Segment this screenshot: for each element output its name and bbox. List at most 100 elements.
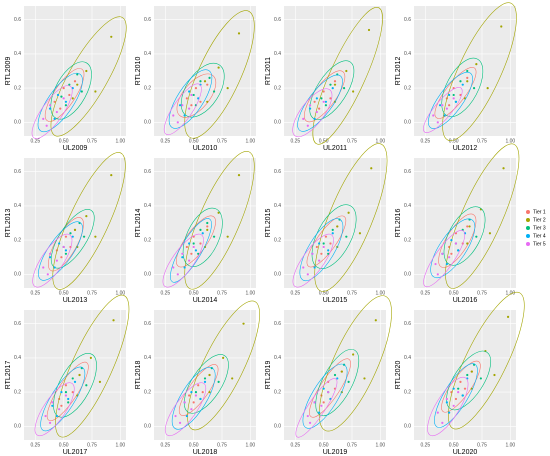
y-tick-label: 0.6: [14, 321, 21, 327]
point: [488, 232, 492, 235]
point: [315, 245, 318, 249]
point: [201, 391, 204, 394]
point: [197, 252, 200, 255]
confidence-ellipse: [443, 206, 486, 266]
panel: 0.25 0.50 0.75 1.00 0.0 0.2 0.4 0.6 UL2010 RTL201…: [135, 6, 256, 152]
point: [320, 252, 323, 255]
confidence-ellipse: [184, 10, 255, 139]
confidence-ellipse: [52, 152, 126, 290]
x-tick-label: 0.25: [290, 442, 300, 448]
point: [199, 80, 202, 83]
confidence-ellipse: [445, 143, 520, 289]
point: [445, 401, 448, 404]
point: [60, 404, 63, 407]
point: [363, 377, 366, 380]
point: [172, 266, 175, 269]
y-tick-label: 0.6: [274, 17, 281, 23]
y-tick-label: 0.4: [274, 51, 281, 57]
point: [358, 232, 362, 235]
point: [62, 245, 65, 249]
y-tick-label: 0.2: [274, 85, 281, 91]
y-axis-title: RTL2009: [5, 57, 12, 86]
y-tick-label: 0.0: [14, 120, 21, 126]
point: [445, 107, 448, 110]
x-tick-label: 1.00: [375, 442, 385, 448]
point: [302, 117, 305, 120]
point: [450, 239, 453, 242]
legend-swatch: [526, 234, 530, 238]
x-tick-label: 1.00: [245, 442, 255, 448]
x-tick-label: 0.50: [319, 138, 329, 144]
confidence-ellipse: [40, 366, 86, 432]
y-tick-label: 0.2: [274, 389, 281, 395]
point: [374, 319, 377, 322]
plot-background: [414, 158, 516, 288]
point: [313, 100, 316, 103]
point: [452, 93, 455, 97]
point: [472, 87, 476, 90]
point: [112, 319, 115, 322]
x-tick-label: 0.50: [449, 138, 459, 144]
y-tick-label: 0.2: [404, 389, 411, 395]
y-tick-label: 0.6: [274, 169, 281, 175]
point: [185, 245, 188, 249]
point: [185, 97, 188, 100]
point: [448, 256, 451, 259]
legend-label: Tier 3: [533, 225, 546, 231]
point: [331, 228, 334, 231]
point: [45, 124, 48, 127]
point: [443, 114, 446, 117]
x-tick-label: 0.50: [59, 138, 69, 144]
point: [94, 90, 97, 93]
point: [329, 83, 332, 86]
x-tick-label: 0.75: [477, 290, 487, 296]
x-axis-title: UL2011: [323, 145, 347, 152]
y-axis-title: RTL2017: [5, 361, 12, 390]
confidence-ellipse: [176, 73, 217, 118]
point: [199, 83, 202, 86]
point: [178, 104, 182, 107]
x-axis-title: UL2014: [193, 297, 218, 304]
point: [188, 107, 191, 110]
point: [479, 377, 482, 380]
point: [345, 235, 348, 238]
point: [201, 232, 204, 235]
y-tick-label: 0.6: [404, 17, 411, 23]
y-tick-label: 0.4: [404, 51, 411, 57]
point: [457, 387, 460, 390]
point: [217, 66, 220, 69]
x-tick-label: 0.75: [217, 290, 227, 296]
point: [188, 394, 191, 397]
point: [53, 117, 56, 120]
point: [345, 69, 348, 73]
x-tick-label: 0.50: [319, 290, 329, 296]
y-axis-title: RTL2015: [265, 209, 272, 238]
y-tick-label: 0.2: [14, 85, 21, 91]
point: [308, 421, 312, 424]
point: [450, 252, 453, 255]
x-axis-title: UL2020: [453, 449, 478, 456]
point: [194, 394, 198, 397]
point: [466, 225, 469, 228]
y-tick-label: 0.4: [144, 203, 151, 209]
y-axis-title: RTL2013: [5, 209, 12, 238]
y-tick-label: 0.6: [274, 321, 281, 327]
point: [58, 408, 61, 411]
y-axis-title: RTL2014: [135, 209, 142, 238]
point: [190, 252, 193, 255]
point: [454, 242, 458, 245]
y-tick-label: 0.4: [144, 51, 151, 57]
confidence-ellipse: [311, 204, 357, 269]
plot-background: [414, 310, 516, 440]
point: [217, 380, 220, 383]
point: [60, 95, 63, 98]
legend-swatch: [526, 242, 530, 246]
y-tick-label: 0.6: [144, 321, 151, 327]
point: [48, 256, 52, 259]
point: [110, 35, 113, 38]
y-tick-label: 0.4: [274, 203, 281, 209]
plot-background: [284, 158, 386, 288]
point: [64, 235, 68, 238]
point: [329, 242, 332, 245]
